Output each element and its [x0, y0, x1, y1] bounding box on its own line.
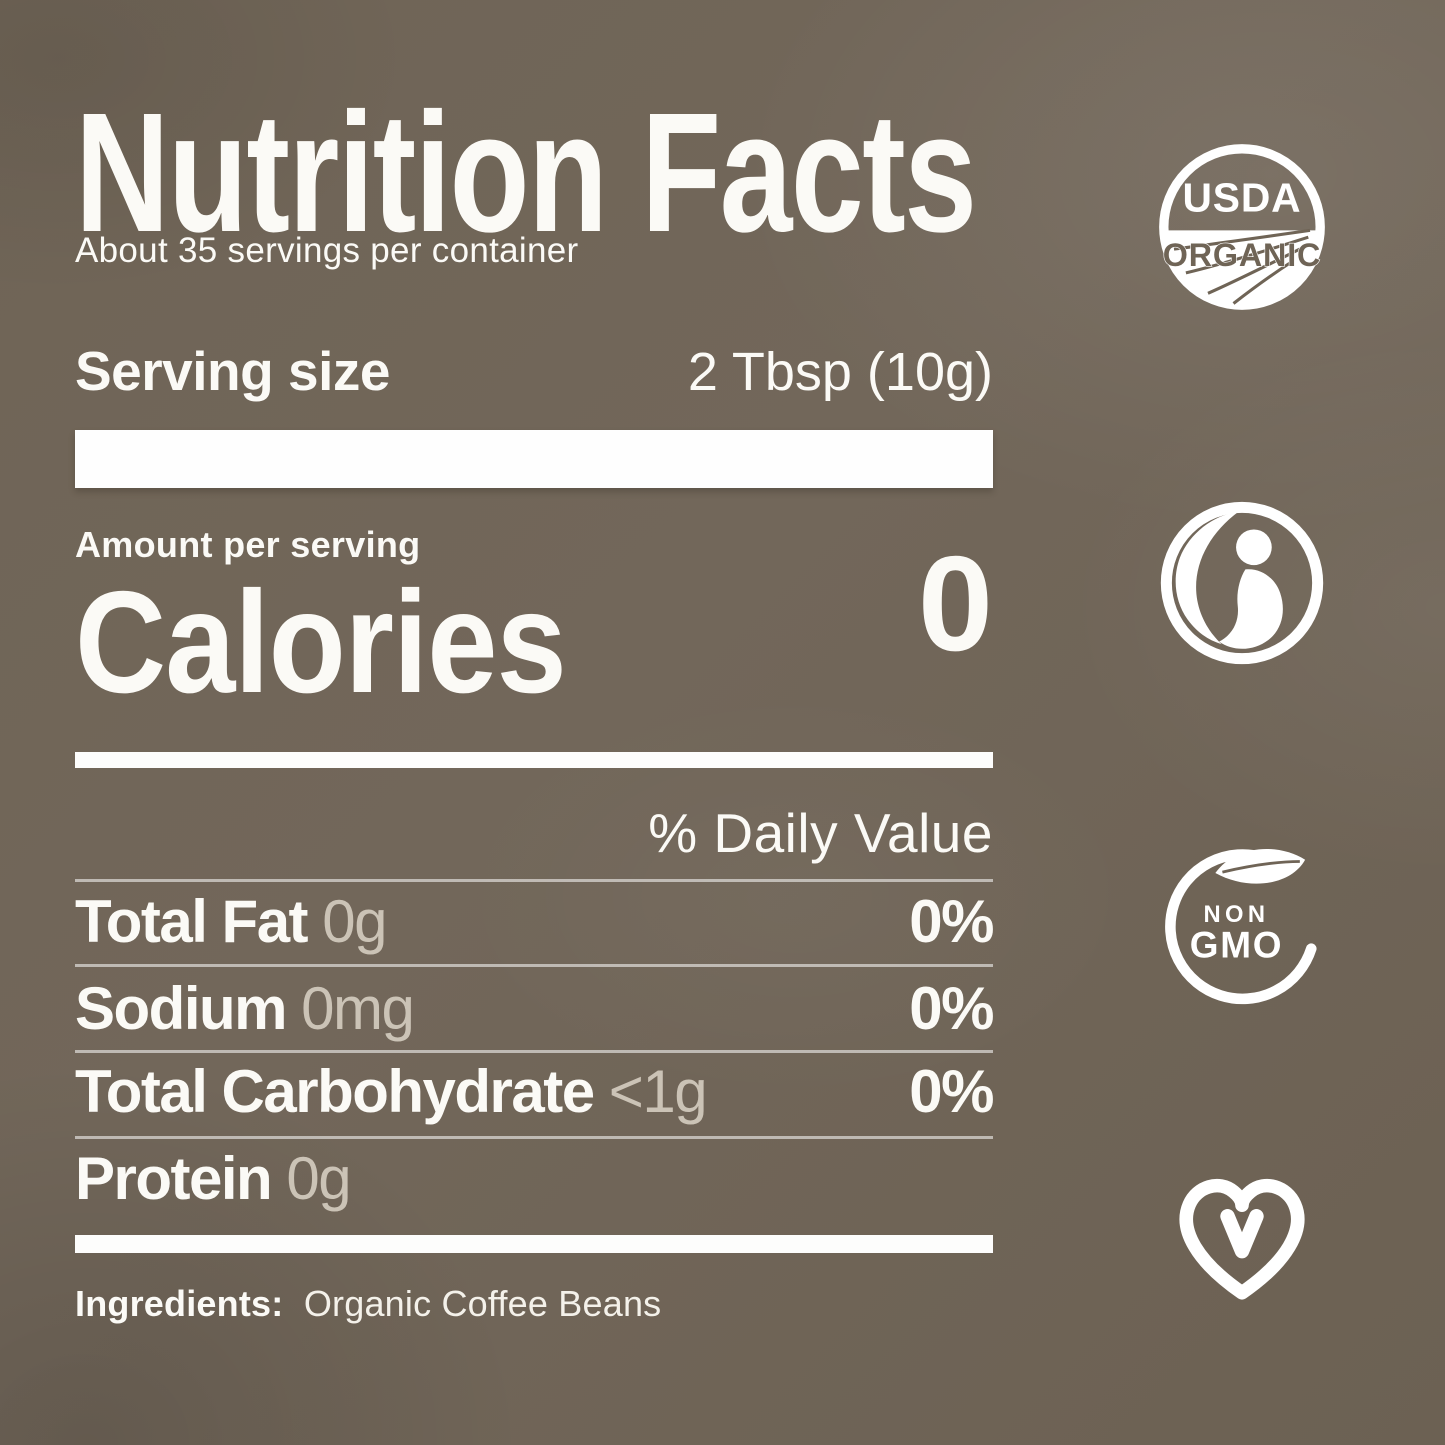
divider-bar-bottom	[75, 1235, 993, 1253]
ingredients-value: Organic Coffee Beans	[303, 1283, 662, 1324]
nutrient-name-amount: Sodium 0mg	[75, 975, 415, 1042]
ingredients-line: Ingredients: Organic Coffee Beans	[75, 1282, 661, 1325]
usda-text: USDA	[1183, 175, 1302, 221]
nutrient-name-amount: Total Fat 0g	[75, 888, 387, 955]
amount-per-serving-label: Amount per serving	[75, 524, 421, 565]
serving-size-value: 2 Tbsp (10g)	[687, 342, 993, 402]
divider-bar-thin	[75, 752, 993, 768]
page-title: Nutrition Facts	[75, 78, 977, 268]
nutrient-name-amount: Total Carbohydrate <1g	[75, 1058, 708, 1125]
servings-per-container: About 35 servings per container	[75, 231, 579, 270]
nutrient-dv: 0%	[909, 1058, 994, 1125]
calories-label: Calories	[75, 561, 567, 723]
nutrient-dv: 0%	[909, 975, 994, 1042]
organic-text: ORGANIC	[1163, 237, 1321, 273]
nutrient-dv: 0%	[909, 888, 994, 955]
nutrient-row-sodium: Sodium 0mg 0%	[75, 973, 994, 1045]
daily-value-header: % Daily Value	[648, 802, 993, 864]
row-divider	[75, 1136, 993, 1139]
nutrient-row-total-fat: Total Fat 0g 0%	[75, 886, 994, 958]
row-divider	[75, 879, 993, 882]
vegan-v-glyph	[1220, 1209, 1264, 1259]
non-gmo-icon: NON GMO	[1152, 836, 1328, 1012]
serving-size-label: Serving size	[75, 340, 390, 402]
divider-bar-thick	[75, 430, 993, 488]
nutrient-name-amount: Protein 0g	[75, 1145, 352, 1212]
calories-value: 0	[917, 528, 993, 679]
usda-organic-icon: USDA ORGANIC	[1154, 142, 1330, 312]
row-divider	[75, 1050, 993, 1053]
vegan-heart-icon	[1154, 1150, 1330, 1320]
nutrient-row-total-carbohydrate: Total Carbohydrate <1g 0%	[75, 1056, 994, 1128]
serving-size-row: Serving size 2 Tbsp (10g)	[75, 335, 993, 407]
row-divider	[75, 964, 993, 967]
non-text: NON	[1203, 901, 1269, 928]
ingredients-label: Ingredients:	[75, 1283, 284, 1324]
fairtrade-icon	[1154, 498, 1330, 668]
gmo-text: GMO	[1190, 924, 1284, 965]
nutrient-row-protein: Protein 0g	[75, 1143, 993, 1215]
